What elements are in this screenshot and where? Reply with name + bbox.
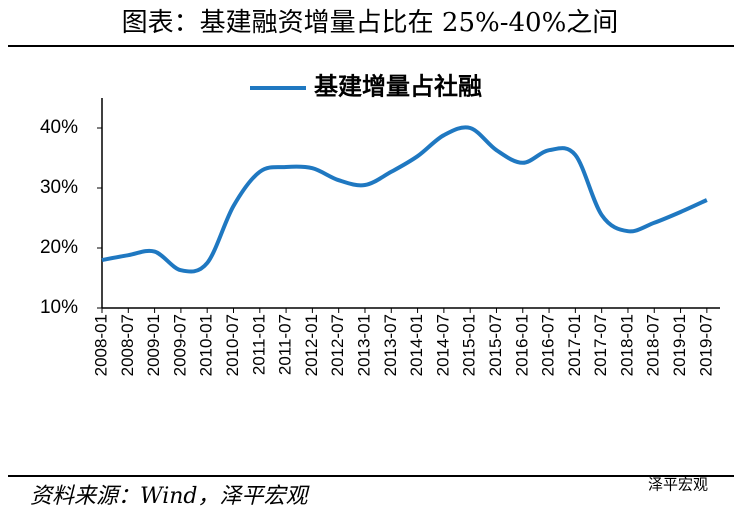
x-tick-label: 2008-01 [91, 314, 110, 376]
chart-title: 图表：基建融资增量占比在 25%-40%之间 [122, 8, 619, 38]
x-tick-label: 2008-07 [118, 314, 137, 376]
x-tick-label: 2019-07 [696, 314, 715, 376]
x-tick-label: 2013-01 [354, 314, 373, 376]
x-tick-label: 2010-07 [223, 314, 242, 376]
x-tick-label: 2016-07 [539, 314, 558, 376]
x-tick-label: 2015-07 [486, 314, 505, 376]
x-tick-label: 2012-01 [302, 314, 321, 376]
watermark: 泽平宏观 [648, 476, 708, 494]
x-tick-label: 2019-01 [670, 314, 689, 376]
x-tick-label: 2009-07 [170, 314, 189, 376]
y-tick-label: 30% [40, 177, 78, 198]
y-tick-label: 20% [40, 237, 78, 258]
x-tick-label: 2010-01 [197, 314, 216, 376]
x-tick-label: 2016-01 [512, 314, 531, 376]
source-note: 资料来源：Wind，泽平宏观 [30, 484, 311, 509]
x-tick-label: 2018-07 [644, 314, 663, 376]
x-tick-label: 2011-01 [249, 314, 268, 375]
x-tick-label: 2011-07 [276, 314, 295, 375]
y-tick-label: 40% [40, 117, 78, 138]
x-tick-label: 2012-07 [328, 314, 347, 376]
legend-label: 基建增量占社融 [314, 72, 482, 101]
x-tick-label: 2015-01 [460, 314, 479, 376]
x-tick-label: 2014-07 [433, 314, 452, 376]
x-tick-label: 2017-07 [591, 314, 610, 376]
x-tick-label: 2013-07 [381, 314, 400, 376]
x-tick-label: 2018-01 [617, 314, 636, 376]
x-tick-label: 2014-01 [407, 314, 426, 376]
y-tick-label: 10% [40, 297, 78, 318]
x-tick-label: 2017-01 [565, 314, 584, 376]
x-tick-label: 2009-01 [144, 314, 163, 376]
series-line [101, 125, 708, 274]
